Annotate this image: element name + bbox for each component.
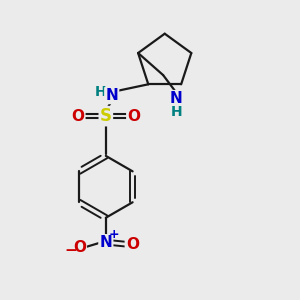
Text: H: H xyxy=(95,85,106,99)
Text: O: O xyxy=(71,109,84,124)
Text: O: O xyxy=(127,109,140,124)
Text: H: H xyxy=(171,105,182,119)
Text: O: O xyxy=(73,240,86,255)
Text: N: N xyxy=(100,235,112,250)
Text: O: O xyxy=(126,237,139,252)
Text: −: − xyxy=(64,243,77,258)
Text: N: N xyxy=(170,91,183,106)
Text: N: N xyxy=(105,88,118,103)
Text: +: + xyxy=(109,228,119,241)
Text: S: S xyxy=(100,107,112,125)
